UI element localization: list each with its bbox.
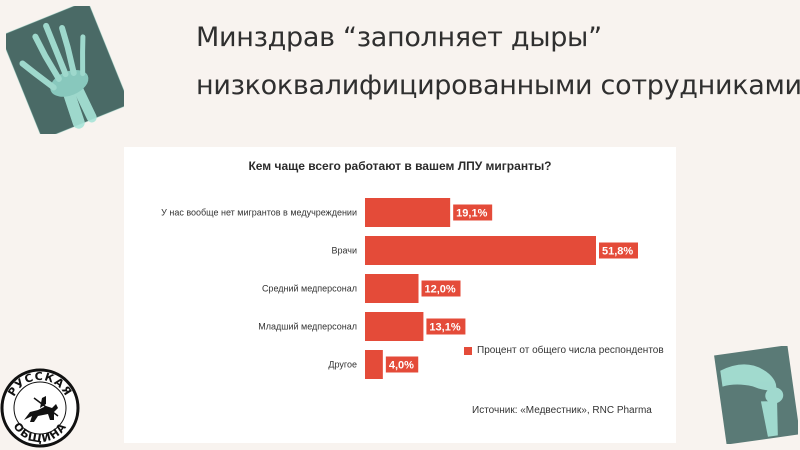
xray-knee-image: [714, 346, 798, 444]
xray-hand-image: [6, 6, 124, 134]
value-label-bg: [426, 318, 466, 335]
value-label-bg: [599, 242, 638, 259]
value-label-bg: [421, 280, 461, 297]
bar: [365, 236, 596, 265]
category-label: Врачи: [331, 246, 357, 256]
value-label: 12,0%: [425, 284, 456, 296]
chart-source: Источник: «Медвестник», RNC Pharma: [472, 405, 652, 416]
bar: [365, 198, 451, 227]
slide-title: Минздрав “заполняет дыры” низкоквалифици…: [196, 14, 800, 110]
value-label-bg: [385, 356, 419, 373]
category-label: Средний медперсонал: [262, 284, 357, 294]
legend-label: Процент от общего числа респондентов: [477, 345, 664, 356]
bar: [365, 312, 424, 341]
chart-title: Кем чаще всего работают в вашем ЛПУ мигр…: [248, 159, 552, 173]
legend-swatch: [464, 346, 472, 355]
category-label: Другое: [328, 360, 357, 370]
chart-legend: Процент от общего числа респондентов: [464, 345, 664, 356]
category-label: Младший медперсонал: [258, 322, 357, 332]
slide-title-line-1: Минздрав “заполняет дыры”: [196, 22, 602, 53]
value-label: 19,1%: [456, 208, 487, 220]
value-label: 4,0%: [389, 360, 414, 372]
value-label: 51,8%: [602, 246, 633, 258]
value-label: 13,1%: [429, 322, 460, 334]
category-label: У нас вообще нет мигрантов в медучрежден…: [161, 208, 357, 218]
value-label-bg: [453, 204, 493, 221]
bar: [365, 350, 383, 379]
bar: [365, 274, 419, 303]
russkaya-obshchina-logo: РУССКАЯ ОБЩИНА: [0, 368, 80, 448]
chart-card: Кем чаще всего работают в вашем ЛПУ мигр…: [124, 147, 676, 443]
slide-title-line-2: низкоквалифицированными сотрудниками: [196, 70, 800, 101]
bar-chart: У нас вообще нет мигрантов в медучрежден…: [161, 198, 638, 379]
